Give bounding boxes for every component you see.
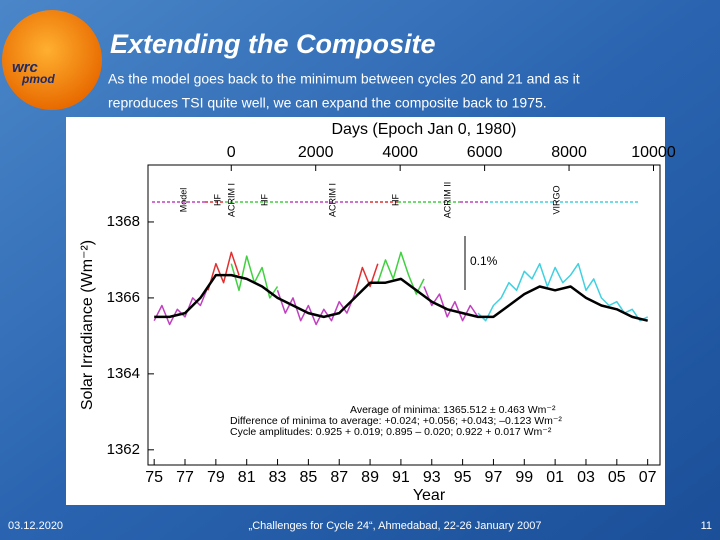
instrument-label: HF [259,194,269,206]
x2-tick-label: 6000 [467,144,503,161]
slide-title: Extending the Composite [110,29,436,59]
x-tick-label: 89 [361,469,379,486]
chart-panel [66,117,665,505]
x-tick-label: 95 [454,469,472,486]
x2-tick-label: 8000 [551,144,587,161]
y-tick-label: 1366 [107,289,140,306]
y-tick-label: 1362 [107,441,140,458]
x-tick-label: 99 [515,469,533,486]
instrument-label: VIRGO [551,185,561,214]
instrument-label: Model [178,188,188,213]
data-line [377,251,425,295]
x2-tick-label: 2000 [298,144,334,161]
data-line [353,263,379,295]
annotation: Cycle amplitudes: 0.925 + 0.019; 0.895 –… [230,426,552,438]
data-line [154,273,648,322]
instrument-label: ACRIM II [442,182,452,219]
y-tick-label: 1364 [107,365,140,382]
x-tick-label: 79 [207,469,225,486]
chart: Days (Epoch Jan 0, 1980) Year Solar Irradi… [79,121,676,504]
footer-event: „Challenges for Cycle 24“, Ahmedabad, 22… [249,520,542,532]
x-tick-label: 91 [392,469,410,486]
x-tick-label: 83 [269,469,287,486]
body-text: As the model goes back to the minimum be… [108,71,580,87]
data-line [207,251,240,291]
annotation: 0.1% [470,254,498,268]
logo-text: wrc [12,59,39,76]
x-tick-label: 87 [330,469,348,486]
x2-axis-title: Days (Epoch Jan 0, 1980) [332,121,517,138]
annotation: Average of minima: 1365.512 ± 0.463 Wm⁻² [350,404,556,416]
x-tick-label: 01 [546,469,564,486]
annotation: Difference of minima to average: +0.024;… [230,415,562,427]
body-text: reproduces TSI quite well, we can expand… [108,95,547,111]
instrument-label: ACRIM I [327,183,337,217]
x-tick-label: 93 [423,469,441,486]
x-tick-label: 03 [577,469,595,486]
logo-text: pmod [21,72,55,86]
y-axis-title: Solar Irradiance (Wm⁻²) [79,240,96,410]
plot-frame [147,164,661,466]
x2-tick-label: 0 [227,144,236,161]
x2-tick-label: 4000 [382,144,418,161]
y-tick-label: 1368 [107,213,140,230]
data-line [477,262,649,322]
instrument-label: HF [390,194,400,206]
x-tick-label: 97 [485,469,503,486]
x2-tick-label: 10000 [631,144,676,161]
footer-date: 03.12.2020 [8,520,63,532]
logo-sun [2,10,102,110]
x-tick-label: 75 [145,469,163,486]
footer-page: 11 [701,520,712,532]
instrument-label: HF [212,194,222,206]
x-tick-label: 05 [608,469,626,486]
x-tick-label: 81 [238,469,256,486]
x-tick-label: 77 [176,469,194,486]
x-tick-label: 85 [299,469,317,486]
x-tick-label: 07 [639,469,657,486]
x-axis-title: Year [413,487,446,504]
instrument-label: ACRIM I [226,183,236,217]
